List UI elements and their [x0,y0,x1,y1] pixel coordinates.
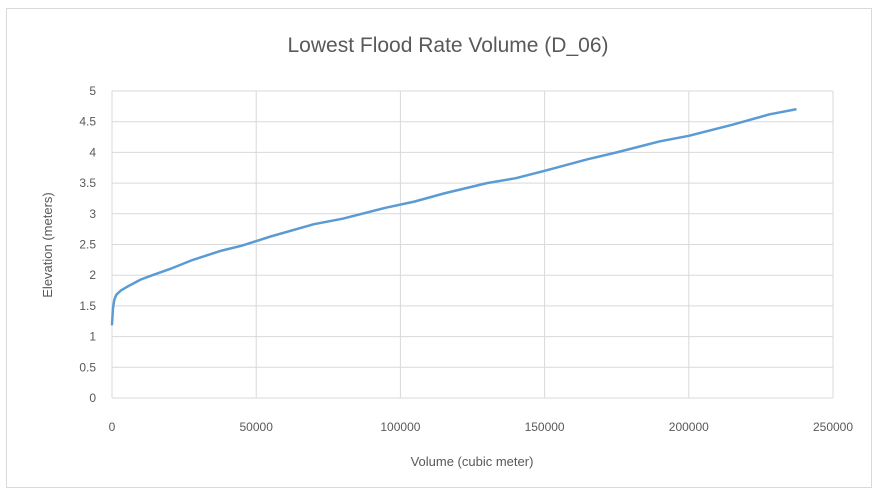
y-tick-label: 3 [89,207,96,221]
y-tick-label: 1 [89,330,96,344]
y-tick-label: 2.5 [79,238,96,252]
x-tick-label: 150000 [525,420,565,434]
y-axis-ticks: 0 0.5 1 1.5 2 2.5 3 3.5 4 4.5 5 [79,84,96,405]
x-tick-label: 0 [109,420,116,434]
x-axis-ticks: 0 50000 100000 150000 200000 250000 [109,420,854,434]
y-tick-label: 5 [89,84,96,98]
y-tick-label: 0 [89,391,96,405]
y-tick-label: 4.5 [79,115,96,129]
grid-lines [111,90,834,399]
y-tick-label: 2 [89,268,96,282]
chart-frame [6,8,872,488]
chart-title: Lowest Flood Rate Volume (D_06) [288,34,609,57]
y-axis-label: Elevation (meters) [40,192,55,297]
x-axis-label: Volume (cubic meter) [411,454,534,469]
y-tick-label: 3.5 [79,176,96,190]
x-tick-label: 50000 [240,420,274,434]
y-tick-label: 4 [89,145,96,159]
series-group [110,108,797,326]
series-line-0 [110,108,797,326]
y-tick-label: 1.5 [79,299,96,313]
y-tick-label: 0.5 [79,360,96,374]
x-tick-label: 200000 [669,420,709,434]
x-tick-label: 100000 [380,420,420,434]
x-tick-label: 250000 [813,420,853,434]
